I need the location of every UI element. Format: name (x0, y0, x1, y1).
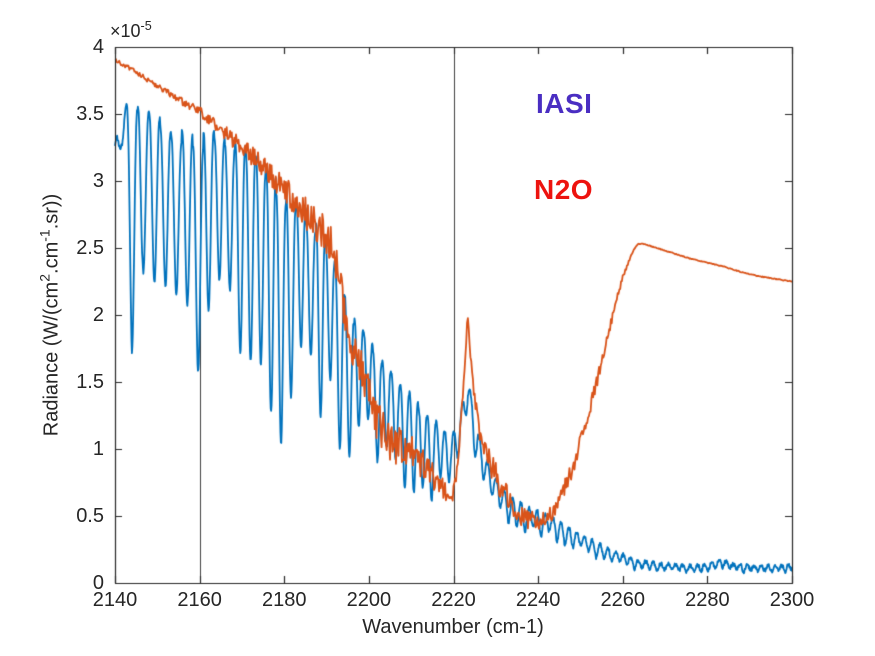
x-tick-label: 2160 (177, 589, 222, 611)
x-tick-label: 2260 (600, 589, 646, 611)
x-tick-label: 2200 (346, 589, 392, 611)
y-tick-label: 1.5 (76, 371, 104, 393)
superscript-text: 2 (36, 273, 53, 282)
y-tick-label: 2 (92, 304, 104, 326)
label-text: .sr)) (40, 193, 63, 230)
y-axis-exponent-label: ×10-5 (110, 19, 152, 42)
y-tick-label: 4 (92, 36, 104, 58)
y-tick-label: 3 (92, 170, 104, 192)
x-tick-label: 2300 (769, 589, 815, 611)
y-tick-label: 2.5 (76, 237, 104, 259)
x-axis-label: Wavenumber (cm-1) (362, 616, 544, 638)
y-tick-label: 0.5 (76, 505, 104, 527)
superscript-text: -5 (140, 19, 152, 34)
legend-label-n2o: N2O (534, 174, 594, 205)
x-tick-label: 2240 (515, 589, 561, 611)
x-tick-label: 2280 (685, 589, 730, 611)
x-tick-label: 2140 (92, 589, 138, 611)
y-tick-label: 1 (92, 438, 104, 460)
y-tick-label: 3.5 (76, 103, 104, 125)
y-tick-label: 0 (92, 572, 104, 594)
label-text: ×10 (110, 21, 141, 41)
x-tick-label: 2220 (431, 589, 476, 611)
legend-label-iasi: IASI (536, 88, 593, 119)
x-tick-label: 2180 (262, 589, 307, 611)
